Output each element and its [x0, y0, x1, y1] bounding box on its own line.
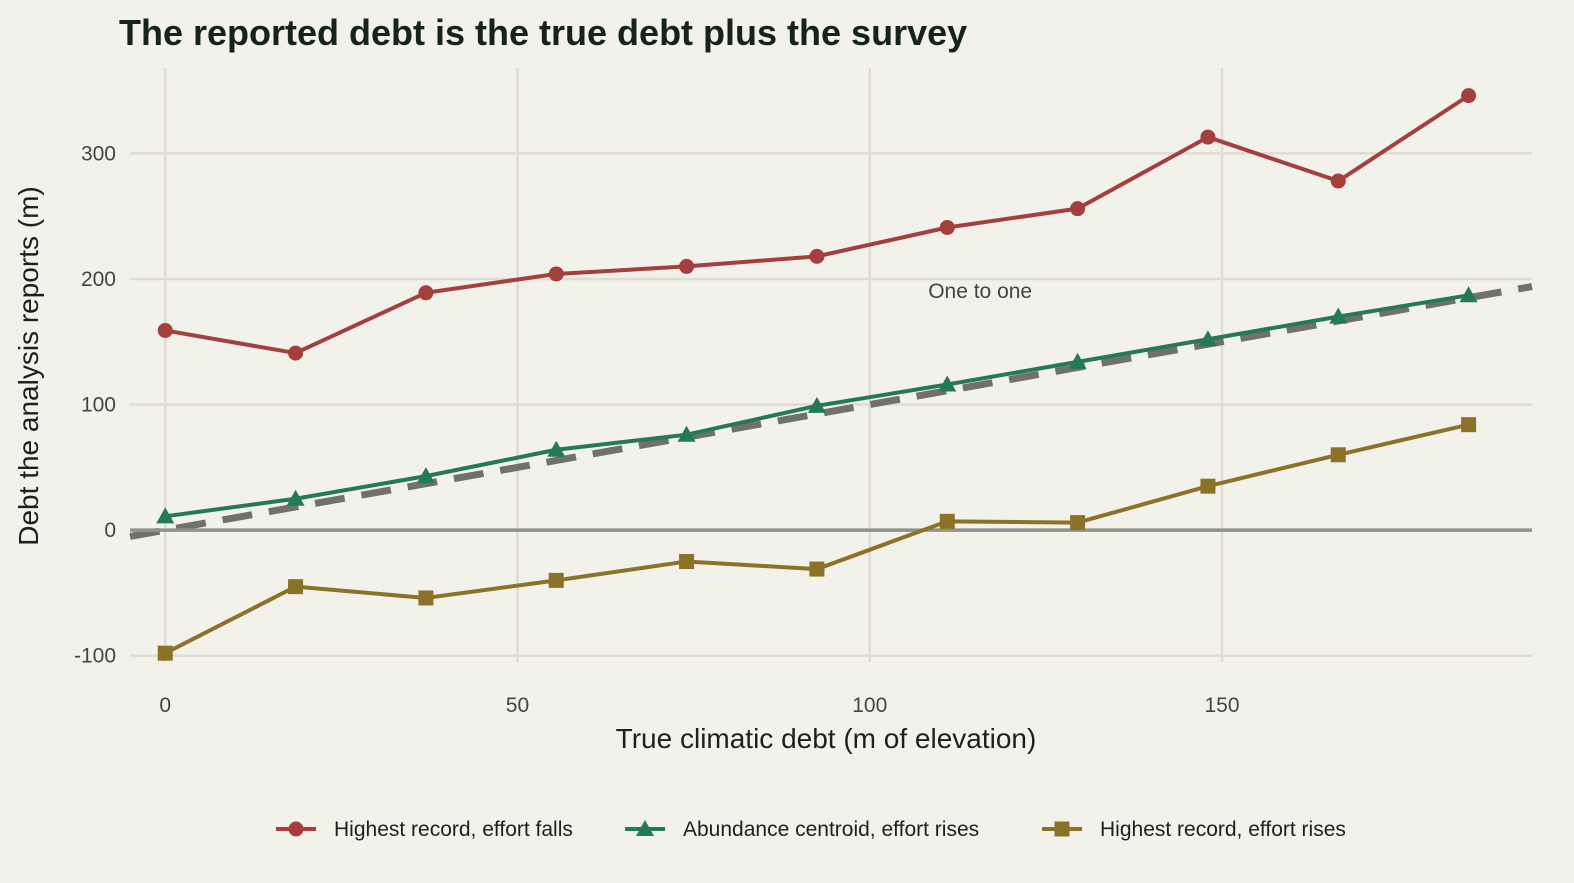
series-3 — [157, 417, 1477, 661]
data-point — [1198, 330, 1217, 347]
y-tick-label: 0 — [104, 519, 116, 542]
y-tick-label: 200 — [81, 268, 116, 291]
series-line — [164, 422, 1470, 655]
data-point — [807, 396, 826, 413]
x-tick-label: 100 — [852, 694, 887, 717]
data-point — [1329, 307, 1348, 324]
data-point — [286, 489, 305, 506]
data-point — [416, 467, 435, 484]
data-point — [288, 579, 304, 595]
reference-line — [129, 283, 1533, 540]
legend-label: Highest record, effort falls — [334, 818, 573, 841]
data-point — [1068, 352, 1087, 369]
legend-item: Highest record, effort rises — [1042, 818, 1346, 841]
data-point — [809, 248, 825, 264]
series-1 — [157, 88, 1477, 361]
data-point — [1459, 286, 1478, 303]
data-point — [1330, 447, 1346, 463]
data-point — [548, 572, 564, 588]
data-point — [1200, 478, 1216, 494]
tick-labels: 0 50 100 150 -100 0 100 200 300 — [74, 142, 1240, 717]
data-point — [418, 590, 434, 606]
data-point — [1330, 173, 1346, 189]
data-point — [157, 645, 173, 661]
data-point — [548, 266, 564, 282]
data-point — [1461, 417, 1477, 433]
data-point — [679, 258, 695, 274]
x-tick-label: 50 — [506, 694, 529, 717]
data-point — [156, 507, 175, 524]
legend: Highest record, effort falls Abundance ce… — [276, 818, 1346, 841]
series-group — [156, 88, 1478, 661]
data-point — [288, 345, 304, 361]
data-point — [679, 554, 695, 570]
data-point — [547, 440, 566, 457]
data-point — [418, 285, 434, 301]
legend-marker — [288, 821, 304, 837]
data-point — [677, 425, 696, 442]
legend-label: Highest record, effort rises — [1100, 818, 1346, 841]
legend-item: Highest record, effort falls — [276, 818, 573, 841]
grid — [130, 68, 1532, 662]
x-tick-label: 150 — [1204, 694, 1239, 717]
data-point — [1070, 515, 1086, 531]
reference-line-label: One to one — [928, 280, 1032, 303]
series-2 — [156, 286, 1478, 524]
x-tick-label: 0 — [159, 694, 171, 717]
y-tick-label: 100 — [81, 394, 116, 417]
y-axis-title: Debt the analysis reports (m) — [13, 186, 44, 545]
data-point — [809, 561, 825, 577]
legend-marker — [636, 820, 654, 836]
chart-title: The reported debt is the true debt plus … — [119, 12, 967, 53]
data-point — [939, 513, 955, 529]
data-point — [157, 322, 173, 338]
legend-label: Abundance centroid, effort rises — [683, 818, 979, 841]
data-point — [939, 219, 955, 235]
data-point — [1200, 129, 1216, 145]
legend-marker — [1054, 821, 1070, 837]
series-line — [164, 93, 1470, 356]
data-point — [1070, 201, 1086, 217]
y-tick-label: -100 — [74, 645, 116, 668]
legend-item: Abundance centroid, effort rises — [625, 818, 979, 841]
data-point — [1461, 88, 1477, 104]
x-axis-title: True climatic debt (m of elevation) — [616, 723, 1037, 754]
data-point — [938, 375, 957, 392]
reference-line-group — [129, 283, 1533, 540]
y-tick-label: 300 — [81, 142, 116, 165]
